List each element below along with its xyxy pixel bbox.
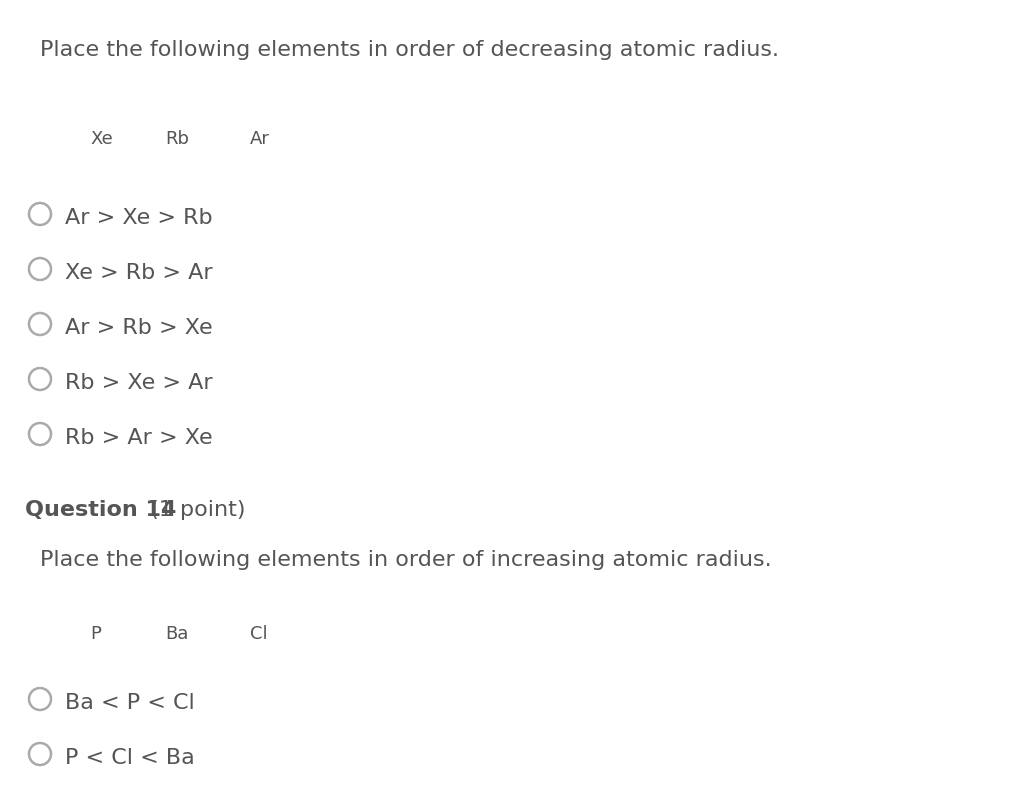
Text: Place the following elements in order of decreasing atomic radius.: Place the following elements in order of… — [40, 40, 779, 60]
Text: Xe: Xe — [90, 130, 113, 148]
Text: Rb > Ar > Xe: Rb > Ar > Xe — [65, 428, 213, 448]
Text: Ar: Ar — [250, 130, 270, 148]
Text: Ba: Ba — [165, 625, 188, 643]
Text: Ar > Rb > Xe: Ar > Rb > Xe — [65, 318, 213, 338]
Text: Question 14: Question 14 — [25, 500, 176, 520]
Text: P < Cl < Ba: P < Cl < Ba — [65, 748, 195, 768]
Text: Place the following elements in order of increasing atomic radius.: Place the following elements in order of… — [40, 550, 772, 570]
Text: Cl: Cl — [250, 625, 267, 643]
Text: Xe > Rb > Ar: Xe > Rb > Ar — [65, 263, 213, 283]
Text: (1 point): (1 point) — [143, 500, 246, 520]
Text: Ba < P < Cl: Ba < P < Cl — [65, 693, 195, 713]
Text: Rb > Xe > Ar: Rb > Xe > Ar — [65, 373, 213, 393]
Text: Rb: Rb — [165, 130, 189, 148]
Text: Ar > Xe > Rb: Ar > Xe > Rb — [65, 208, 213, 228]
Text: P: P — [90, 625, 101, 643]
